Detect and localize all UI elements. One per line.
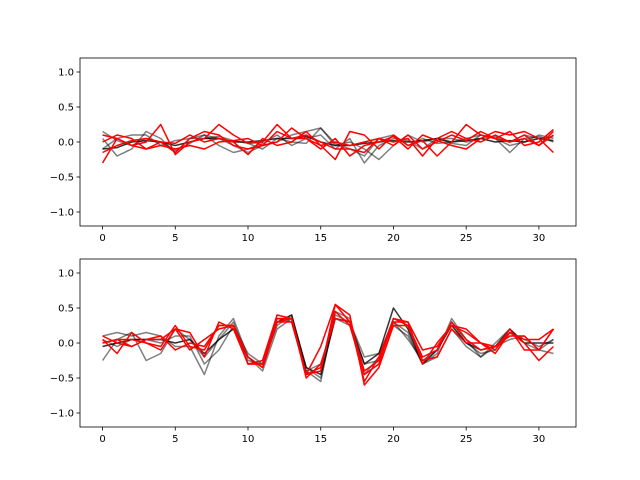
x-tick-label: 0 (99, 233, 105, 244)
bottom-subplot: 0 5 10 15 20 25 30 −1.0 −0.5 0.0 0.5 1.0 (50, 258, 577, 445)
y-tick-label: −0.5 (50, 173, 74, 184)
series-group (101, 123, 554, 164)
x-tick-label: 5 (172, 233, 178, 244)
x-tick-label: 0 (99, 434, 105, 445)
series-group (101, 303, 555, 386)
top-subplot: 0 5 10 15 20 25 30 −1.0 −0.5 0.0 0.5 1.0 (50, 57, 577, 244)
y-tick-label: 0.0 (58, 339, 74, 350)
x-tick-label: 30 (533, 434, 546, 445)
series-line-7 (102, 130, 554, 156)
x-tick-label: 30 (533, 233, 546, 244)
series-line-6 (102, 130, 554, 157)
y-tick-label: −1.0 (50, 208, 74, 219)
series-line-6 (102, 317, 555, 379)
y-tick-label: −0.5 (50, 374, 74, 385)
x-tick-label: 25 (460, 233, 473, 244)
x-tick-label: 10 (242, 233, 255, 244)
y-tick-label: 1.0 (58, 269, 74, 280)
y-tick-label: 0.5 (58, 103, 74, 114)
y-tick-label: 0.0 (58, 138, 74, 149)
y-tick-label: 1.0 (58, 68, 74, 79)
series-line-7 (102, 303, 555, 386)
x-tick-label: 20 (387, 434, 400, 445)
x-tick-label: 25 (460, 434, 473, 445)
x-tick-label: 20 (387, 233, 400, 244)
x-tick-label: 5 (172, 434, 178, 445)
x-tick-label: 15 (314, 434, 327, 445)
y-tick-label: 0.5 (58, 304, 74, 315)
y-tick-label: −1.0 (50, 409, 74, 420)
x-tick-label: 15 (314, 233, 327, 244)
x-tick-label: 10 (242, 434, 255, 445)
